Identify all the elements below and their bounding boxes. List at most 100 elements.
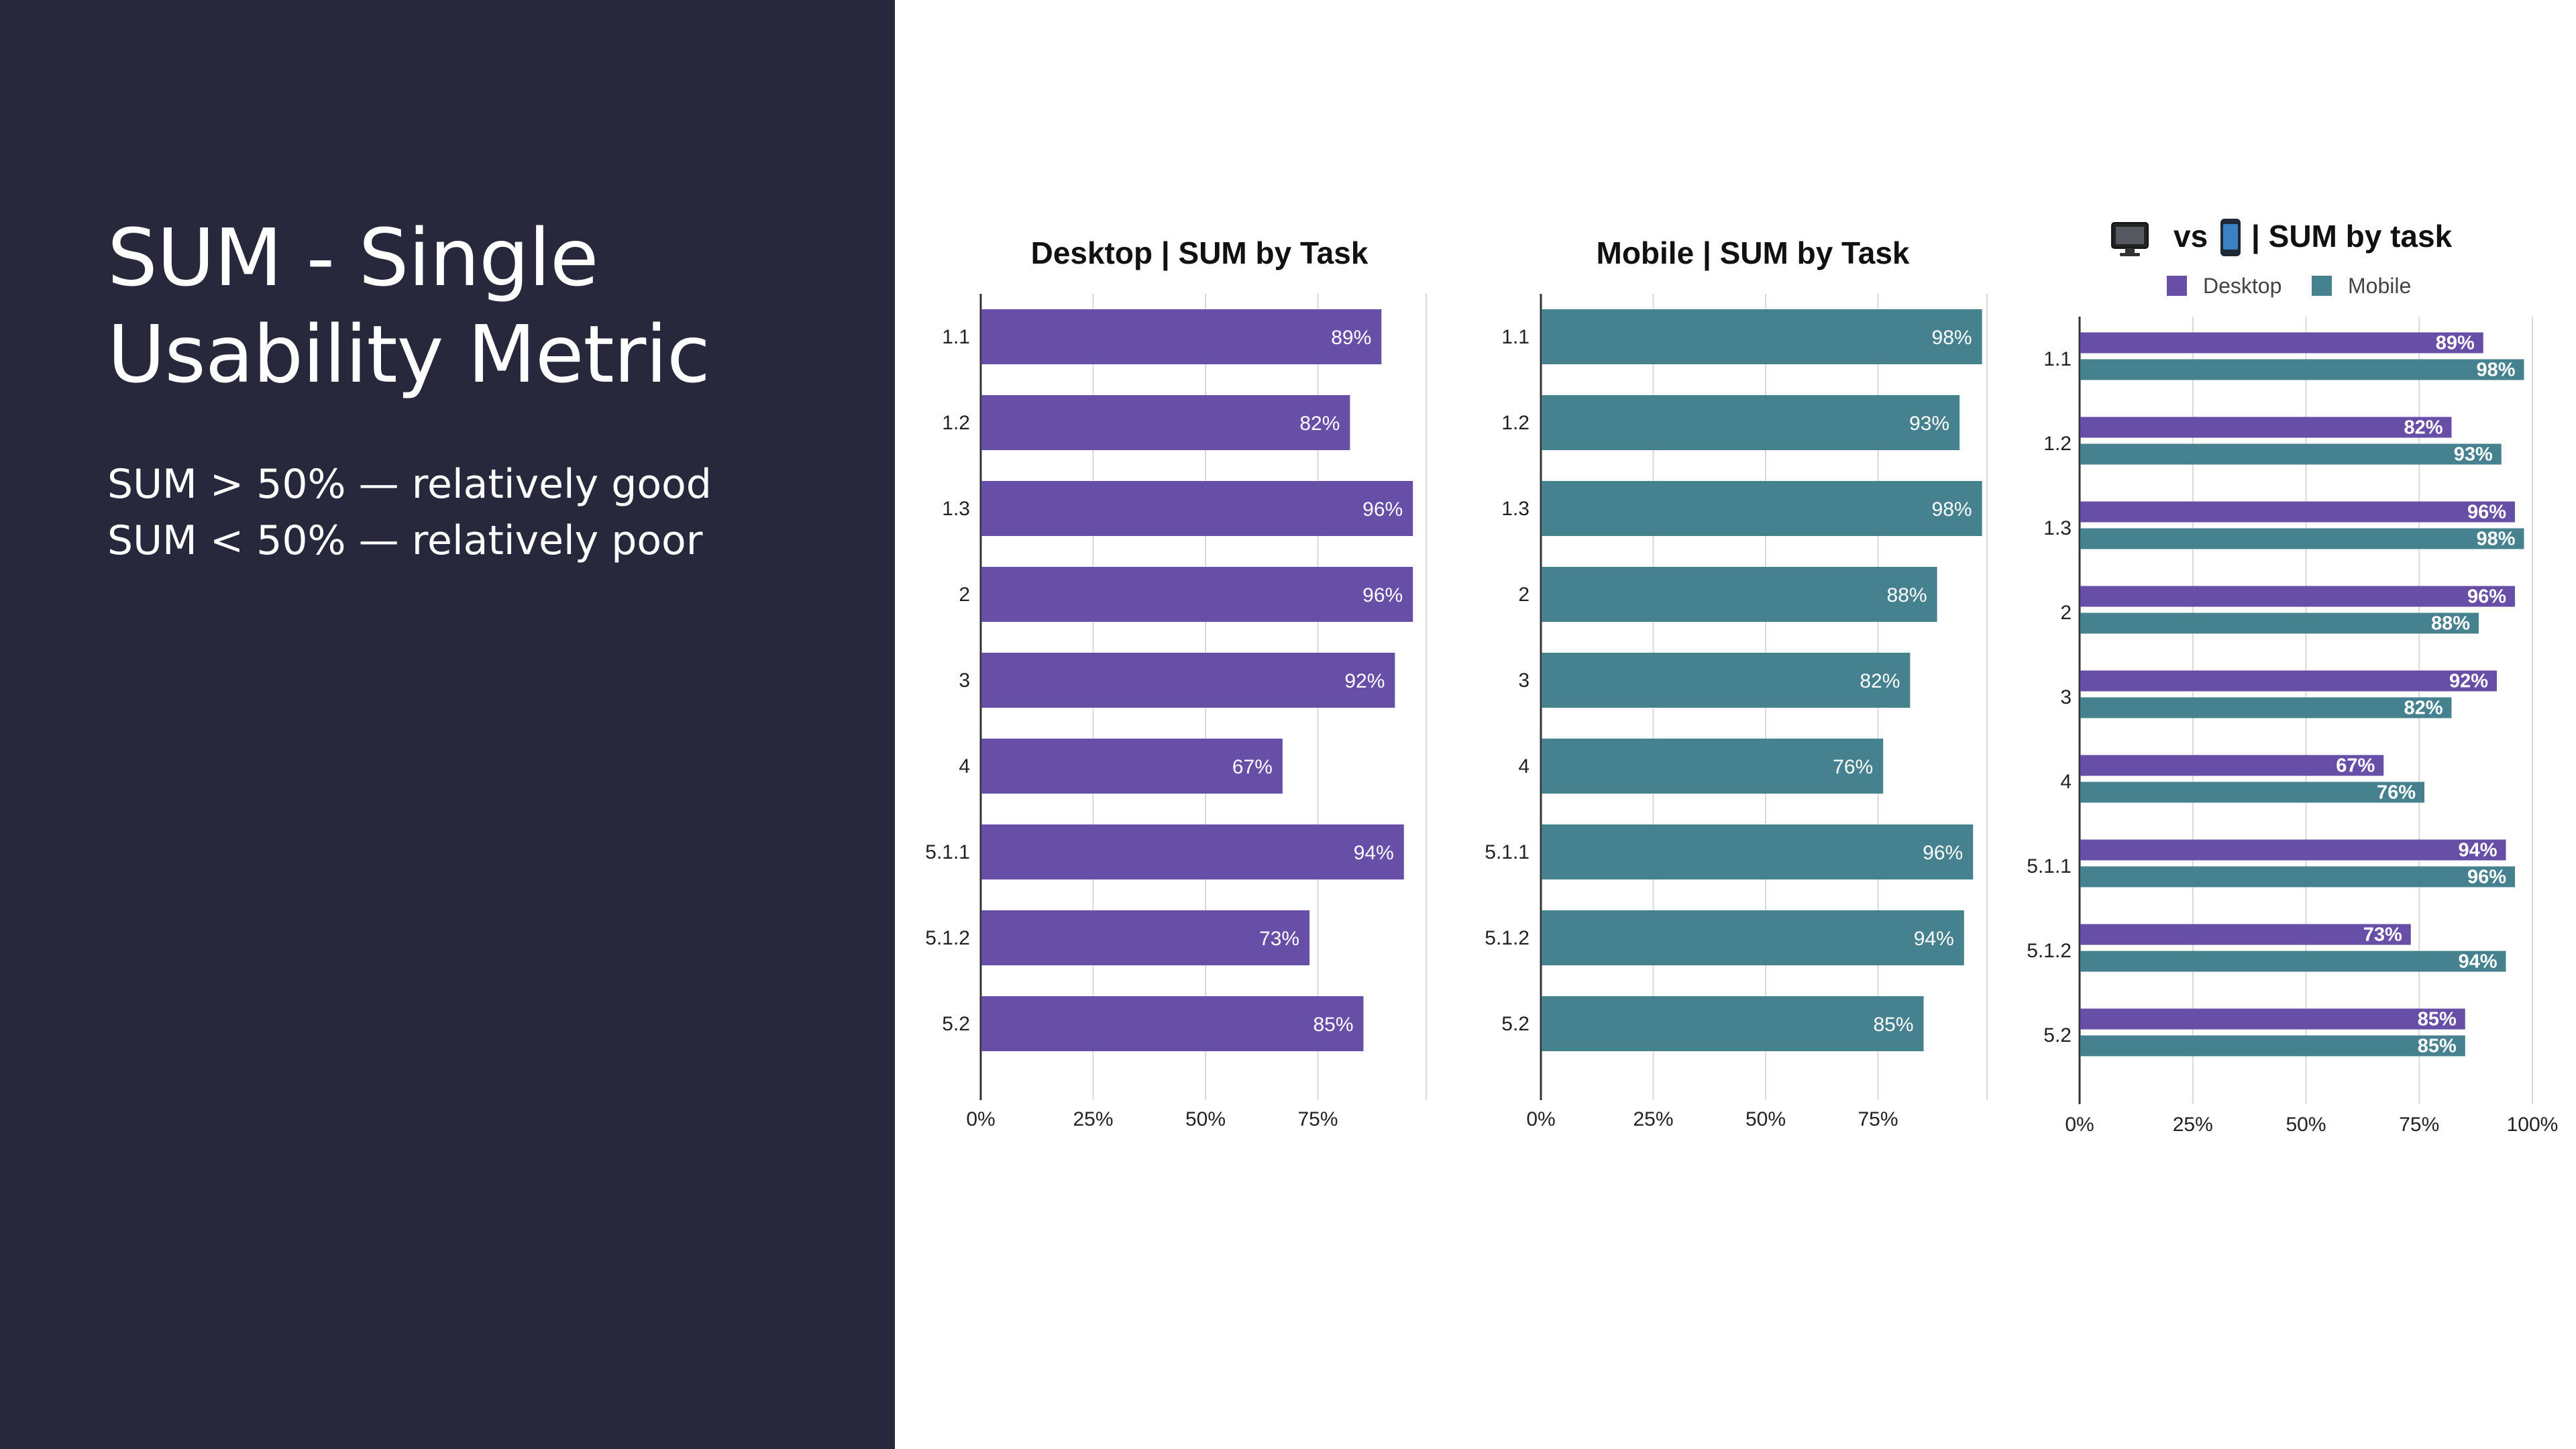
desktop-tick-label: 0% (966, 1108, 995, 1130)
desktop-bar (981, 481, 1413, 536)
desktop-category-label: 4 (959, 755, 970, 777)
mobile-bar-label: 96% (1923, 842, 1963, 864)
compare-bar-desktop (2080, 1008, 2465, 1030)
desktop-category-label: 5.1.1 (925, 841, 970, 863)
rule-poor: SUM < 50% — relatively poor (107, 517, 703, 564)
compare-bar-label-desktop: 82% (2404, 417, 2443, 439)
compare-bar-desktop (2080, 332, 2483, 354)
desktop-bar (981, 395, 1350, 450)
mobile-bar-label: 76% (1833, 756, 1873, 778)
compare-bar-mobile (2080, 359, 2524, 380)
compare-bar-label-mobile: 96% (2467, 867, 2506, 888)
desktop-bar-label: 96% (1362, 498, 1403, 521)
mobile-tick-label: 0% (1526, 1108, 1555, 1130)
compare-category-label: 3 (2060, 686, 2072, 708)
compare-bar-label-desktop: 96% (2467, 502, 2506, 523)
compare-category-label: 2 (2060, 602, 2072, 624)
desktop-bar (981, 739, 1283, 794)
mobile-bar (1542, 481, 1982, 536)
compare-tick-label: 75% (2399, 1114, 2439, 1136)
compare-category-label: 5.1.1 (2027, 855, 2072, 877)
threshold-notes: SUM > 50% — relatively good SUM < 50% — … (107, 456, 879, 569)
compare-tick-label: 0% (2065, 1114, 2094, 1136)
compare-category-label: 1.2 (2043, 433, 2072, 455)
desktop-bar-label: 89% (1331, 327, 1371, 349)
compare-category-label: 1.3 (2043, 517, 2072, 539)
desktop-bar-label: 73% (1259, 928, 1299, 950)
rule-good: SUM > 50% — relatively good (107, 461, 712, 508)
compare-bar-label-mobile: 82% (2404, 698, 2443, 719)
desktop-chart-title: Desktop | SUM by Task (1031, 235, 1368, 270)
compare-bar-label-mobile: 88% (2431, 613, 2470, 635)
desktop-monitor-icon-base (2120, 253, 2140, 256)
compare-bar-desktop (2080, 417, 2452, 438)
mobile-bar-label: 94% (1914, 928, 1954, 950)
desktop-bar (981, 567, 1413, 622)
compare-bar-mobile (2080, 1035, 2465, 1057)
desktop-bar-label: 92% (1344, 670, 1385, 692)
desktop-monitor-icon-neck (2125, 248, 2135, 254)
compare-bar-label-mobile: 98% (2476, 360, 2515, 381)
legend-swatch-desktop (2167, 276, 2187, 296)
compare-bar-desktop (2080, 839, 2506, 861)
desktop-bar (981, 824, 1404, 879)
mobile-bar-label: 88% (1887, 584, 1927, 606)
mobile-bar (1542, 910, 1964, 965)
desktop-bar (981, 996, 1364, 1051)
mobile-bar (1542, 739, 1884, 794)
compare-category-label: 5.2 (2043, 1024, 2072, 1046)
mobile-bar-label: 93% (1909, 413, 1949, 435)
desktop-category-label: 1.3 (942, 498, 970, 520)
desktop-bar (981, 653, 1395, 708)
desktop-bar-label: 94% (1354, 842, 1394, 864)
mobile-category-label: 5.1.1 (1485, 841, 1529, 863)
compare-bar-label-mobile: 76% (2377, 782, 2416, 804)
compare-bar-label-desktop: 94% (2458, 840, 2497, 861)
compare-bar-mobile (2080, 443, 2502, 465)
desktop-category-label: 1.2 (942, 412, 970, 434)
desktop-category-label: 5.2 (942, 1013, 970, 1035)
desktop-bar-label: 67% (1232, 756, 1273, 778)
compare-bar-mobile (2080, 951, 2506, 972)
desktop-bar (981, 910, 1310, 965)
compare-category-label: 5.1.2 (2027, 940, 2072, 962)
mobile-bar (1542, 996, 1924, 1051)
desktop-monitor-icon-screen (2116, 227, 2144, 244)
mobile-phone-icon-screen (2223, 224, 2238, 250)
desktop-tick-label: 50% (1185, 1108, 1226, 1130)
compare-bar-label-desktop: 85% (2418, 1009, 2457, 1030)
compare-bar-desktop (2080, 670, 2497, 692)
desktop-category-label: 2 (959, 584, 970, 606)
mobile-tick-label: 75% (1858, 1108, 1898, 1130)
legend-swatch-mobile (2312, 276, 2332, 296)
compare-tick-label: 50% (2286, 1114, 2326, 1136)
compare-bar-label-desktop: 92% (2449, 671, 2488, 692)
compare-title-text: | SUM by task (2251, 219, 2453, 254)
mobile-bar-label: 85% (1873, 1014, 1913, 1036)
compare-bar-label-mobile: 98% (2476, 529, 2515, 550)
compare-bar-desktop (2080, 501, 2515, 523)
mobile-category-label: 2 (1518, 584, 1529, 606)
desktop-tick-label: 75% (1297, 1108, 1338, 1130)
mobile-bar-label: 98% (1932, 498, 1972, 521)
mobile-bar (1542, 824, 1974, 879)
mobile-bar (1542, 567, 1937, 622)
desktop-category-label: 1.1 (942, 326, 970, 348)
compare-bar-mobile (2080, 612, 2479, 634)
compare-bar-desktop (2080, 755, 2384, 776)
compare-bar-mobile (2080, 866, 2515, 888)
compare-bar-label-desktop: 89% (2436, 333, 2475, 354)
desktop-category-label: 5.1.2 (925, 927, 970, 949)
desktop-tick-label: 25% (1073, 1108, 1113, 1130)
mobile-category-label: 5.1.2 (1485, 927, 1529, 949)
mobile-category-label: 1.1 (1501, 326, 1529, 348)
desktop-bar-label: 82% (1299, 413, 1340, 435)
compare-bar-mobile (2080, 528, 2524, 549)
mobile-category-label: 1.2 (1501, 412, 1529, 434)
compare-bar-mobile (2080, 697, 2452, 718)
compare-bar-label-desktop: 96% (2467, 586, 2506, 608)
compare-bar-mobile (2080, 782, 2424, 803)
legend-label-mobile: Mobile (2348, 274, 2411, 298)
mobile-category-label: 4 (1518, 755, 1529, 777)
